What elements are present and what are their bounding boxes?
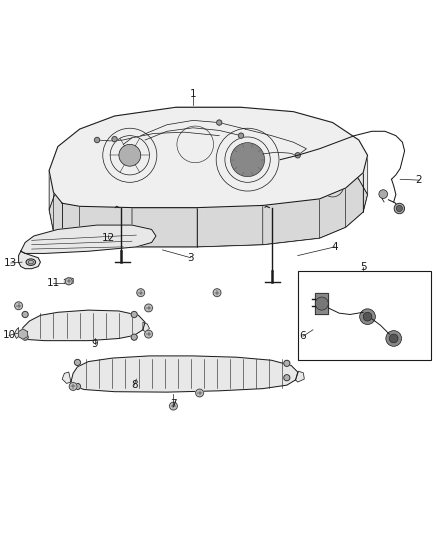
Circle shape: [363, 312, 372, 321]
Polygon shape: [49, 171, 53, 232]
Polygon shape: [80, 206, 132, 247]
Text: 13: 13: [4, 258, 18, 268]
Circle shape: [95, 138, 100, 143]
Text: 4: 4: [332, 242, 338, 252]
Circle shape: [145, 304, 152, 312]
Text: 11: 11: [47, 278, 60, 288]
Text: 2: 2: [416, 175, 422, 185]
Polygon shape: [115, 107, 176, 155]
Circle shape: [196, 389, 204, 397]
Circle shape: [137, 289, 145, 296]
Polygon shape: [332, 123, 359, 179]
Polygon shape: [62, 372, 71, 383]
Polygon shape: [18, 251, 40, 269]
Polygon shape: [62, 203, 80, 246]
Polygon shape: [359, 140, 367, 195]
Polygon shape: [143, 322, 149, 332]
Circle shape: [284, 375, 290, 381]
Ellipse shape: [321, 168, 345, 197]
Polygon shape: [132, 208, 198, 247]
Circle shape: [170, 402, 177, 410]
Circle shape: [131, 334, 137, 340]
Polygon shape: [49, 147, 58, 210]
Polygon shape: [320, 188, 346, 238]
Circle shape: [396, 205, 403, 212]
Polygon shape: [80, 116, 115, 168]
Circle shape: [119, 144, 141, 166]
Circle shape: [315, 297, 328, 310]
Text: 1: 1: [190, 89, 196, 99]
Polygon shape: [21, 225, 156, 253]
Circle shape: [22, 311, 28, 318]
Text: 12: 12: [101, 233, 115, 243]
Circle shape: [22, 334, 28, 340]
Polygon shape: [241, 107, 293, 151]
Circle shape: [213, 289, 221, 296]
Text: 3: 3: [187, 253, 194, 263]
Circle shape: [386, 330, 402, 346]
Polygon shape: [53, 192, 62, 243]
Circle shape: [69, 383, 77, 390]
Circle shape: [394, 203, 405, 214]
Polygon shape: [49, 147, 367, 247]
Ellipse shape: [57, 157, 81, 188]
Polygon shape: [18, 310, 145, 341]
Circle shape: [217, 120, 222, 125]
Polygon shape: [296, 371, 304, 382]
Circle shape: [238, 133, 244, 138]
Circle shape: [295, 152, 300, 158]
Polygon shape: [58, 129, 80, 186]
Circle shape: [74, 383, 81, 390]
Ellipse shape: [26, 259, 35, 265]
Text: 10: 10: [3, 330, 16, 341]
Circle shape: [230, 143, 265, 176]
Polygon shape: [64, 277, 73, 285]
Polygon shape: [346, 173, 363, 227]
Circle shape: [284, 360, 290, 366]
Polygon shape: [71, 356, 298, 392]
Polygon shape: [18, 329, 27, 339]
Polygon shape: [263, 199, 320, 245]
Polygon shape: [315, 293, 328, 314]
Circle shape: [389, 334, 398, 343]
Circle shape: [112, 136, 117, 142]
Circle shape: [131, 311, 137, 318]
Polygon shape: [198, 205, 263, 247]
Circle shape: [65, 278, 72, 285]
Text: 7: 7: [170, 399, 177, 409]
Circle shape: [360, 309, 375, 325]
Polygon shape: [14, 328, 18, 338]
Polygon shape: [49, 107, 367, 208]
Polygon shape: [363, 155, 367, 212]
Text: 9: 9: [92, 339, 98, 349]
Text: 6: 6: [300, 332, 306, 341]
Text: 8: 8: [131, 380, 138, 390]
Polygon shape: [293, 112, 332, 162]
Text: 5: 5: [360, 262, 367, 272]
Circle shape: [14, 302, 22, 310]
Circle shape: [379, 190, 388, 198]
Circle shape: [145, 330, 152, 338]
Polygon shape: [176, 107, 241, 147]
Circle shape: [74, 359, 81, 366]
Bar: [298, 271, 431, 360]
